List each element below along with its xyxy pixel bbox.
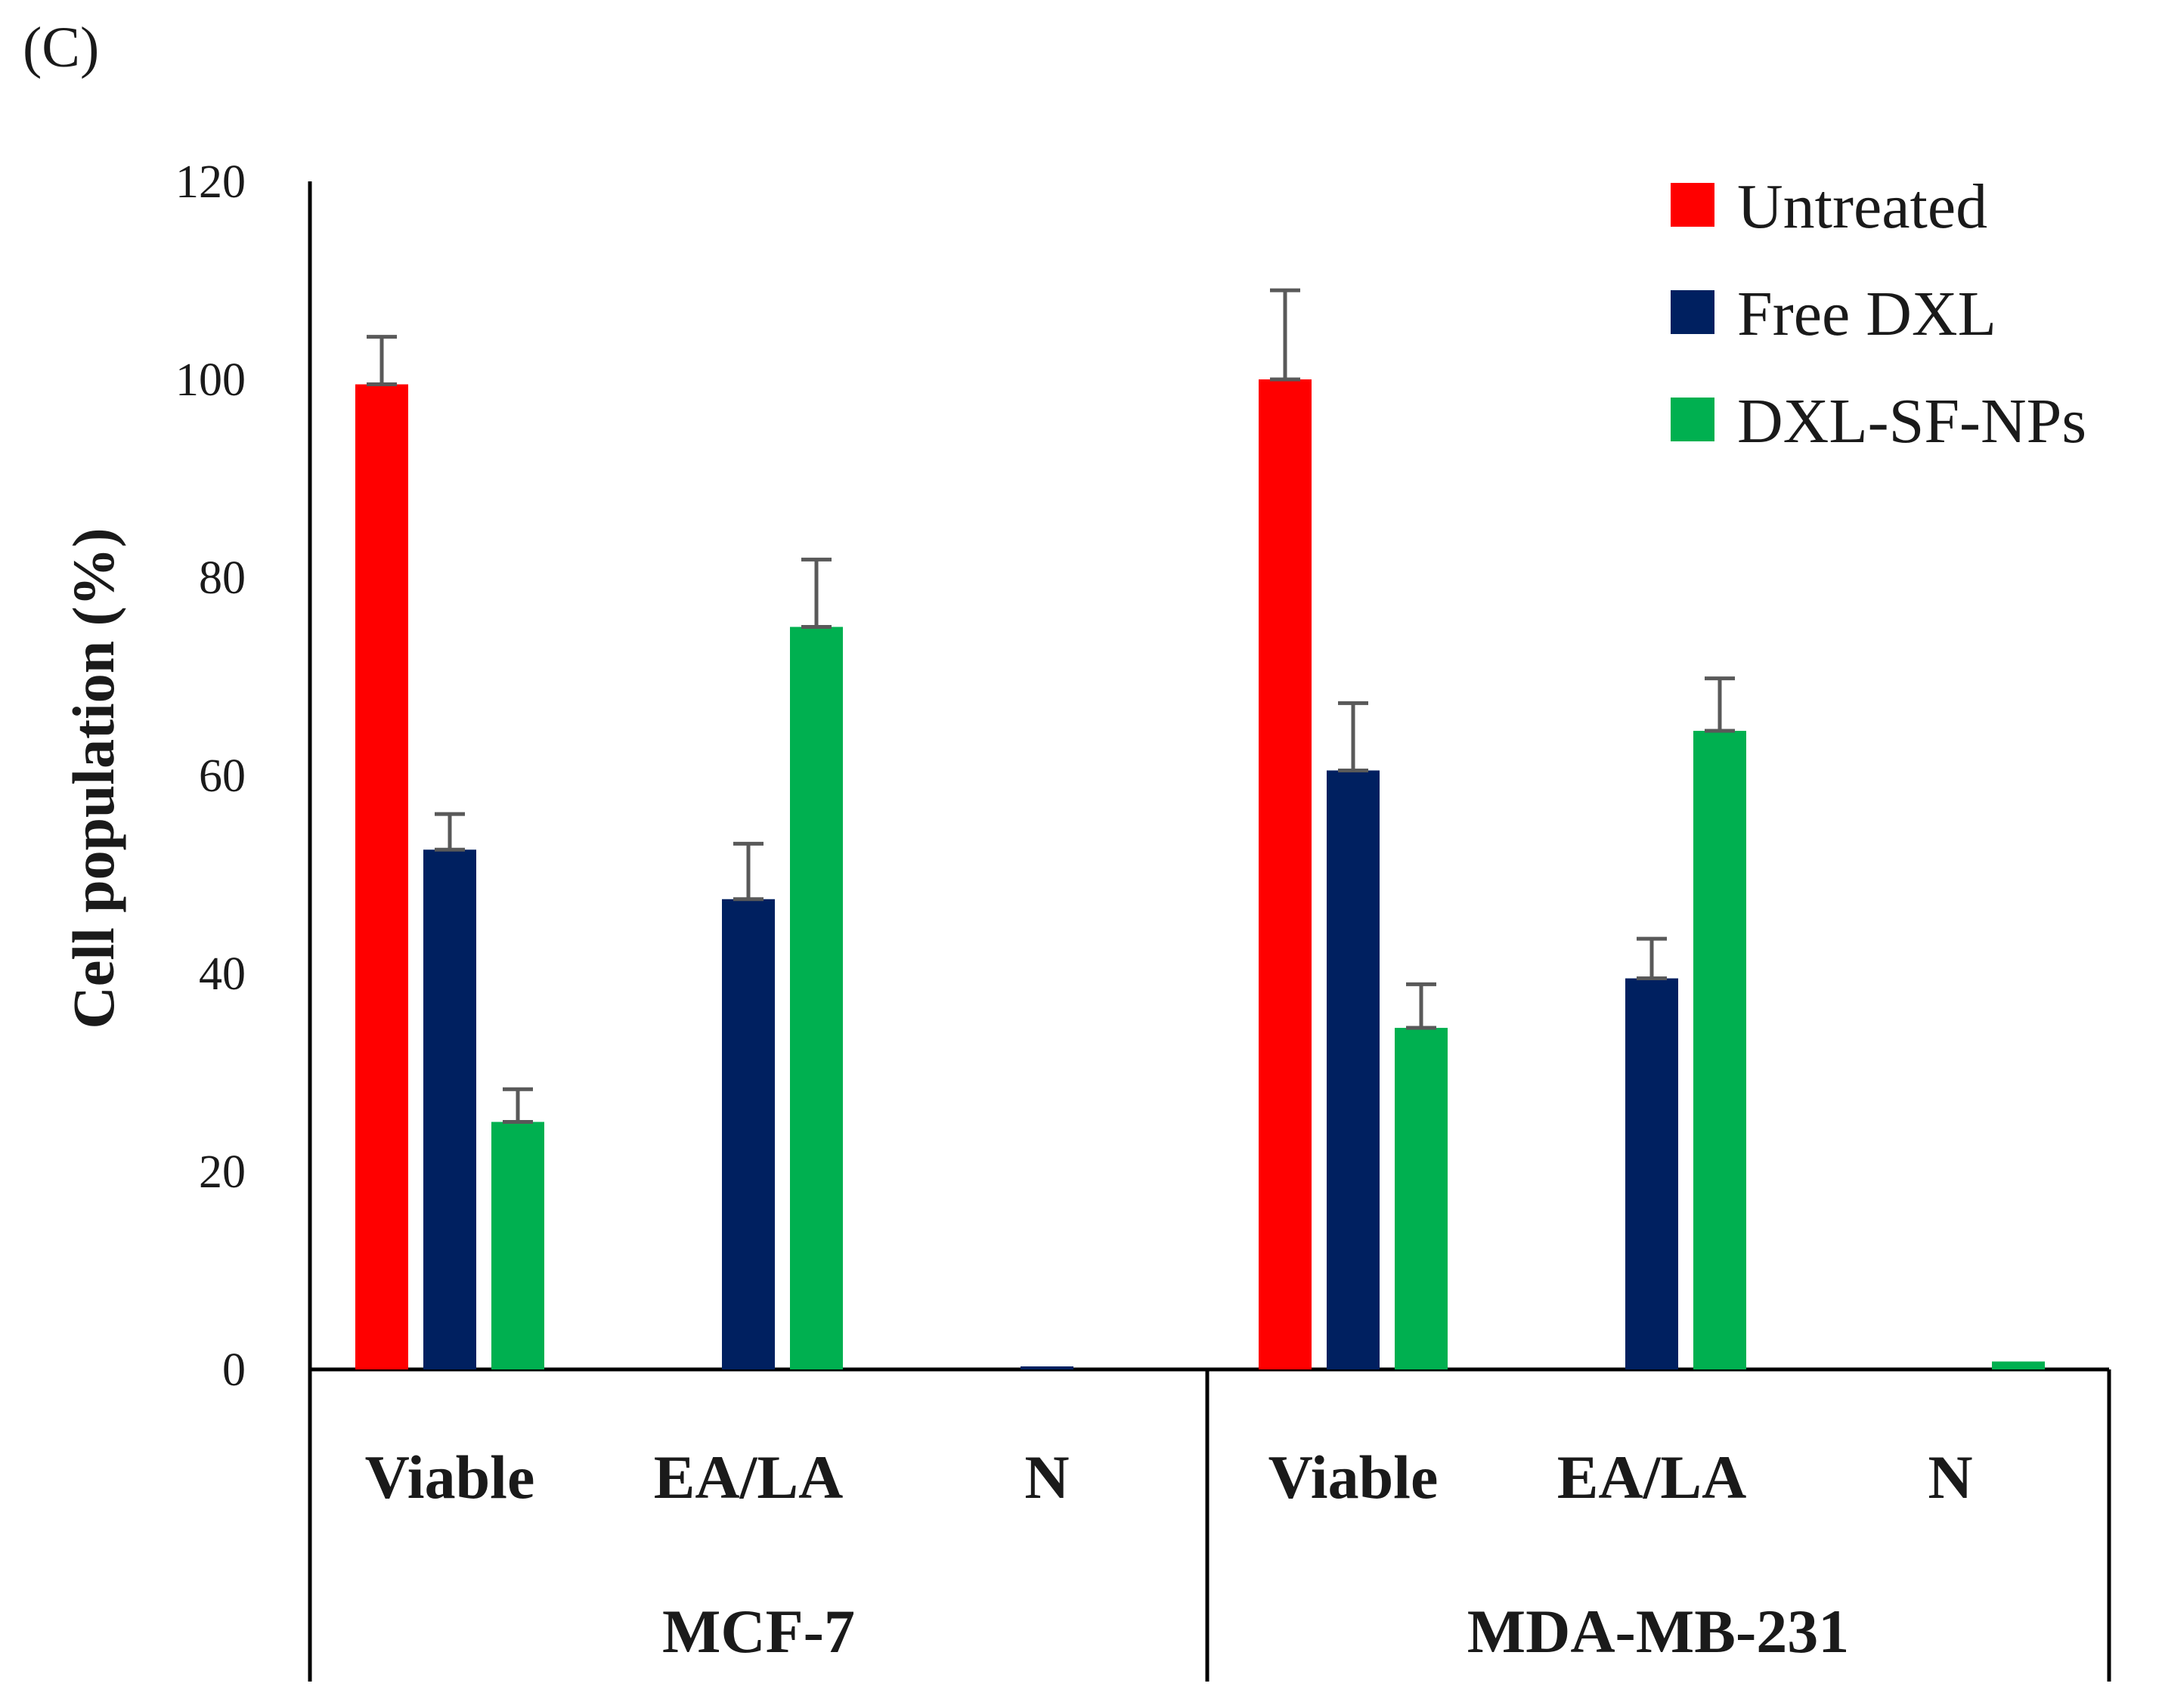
legend-label: Untreated <box>1737 172 1987 242</box>
bar <box>491 1122 544 1369</box>
legend: Untreated Free DXL DXL-SF-NPs <box>1671 172 2086 456</box>
category-label: EA/LA <box>1557 1443 1747 1512</box>
panel-label: (C) <box>23 16 99 79</box>
legend-swatch <box>1671 398 1714 441</box>
category-label: N <box>1024 1443 1069 1512</box>
bar <box>423 849 476 1369</box>
group-label: MCF-7 <box>662 1597 855 1666</box>
y-axis-title: Cell population (%) <box>60 528 126 1029</box>
y-tick-label: 40 <box>199 948 246 1000</box>
bar <box>1259 379 1312 1369</box>
y-tick-label: 60 <box>199 750 246 802</box>
error-bars <box>367 288 1735 1124</box>
y-tick-label: 100 <box>175 354 246 406</box>
y-tick-labels: 0 20 40 60 80 100 120 <box>175 156 246 1396</box>
legend-swatch <box>1671 290 1714 334</box>
bar <box>1693 731 1746 1369</box>
category-label: N <box>1928 1443 1972 1512</box>
y-tick-label: 120 <box>175 156 246 208</box>
y-tick-label: 0 <box>222 1344 246 1396</box>
legend-swatch <box>1671 183 1714 227</box>
group-label: MDA-MB-231 <box>1467 1597 1850 1666</box>
bar <box>790 627 843 1369</box>
y-tick-label: 80 <box>199 552 246 604</box>
axes <box>308 181 2111 1682</box>
category-label: Viable <box>365 1443 535 1512</box>
bar <box>1395 1028 1448 1369</box>
bar <box>722 899 775 1369</box>
bar <box>1992 1361 2045 1369</box>
bar <box>1625 978 1678 1369</box>
bar <box>1327 770 1380 1369</box>
y-tick-label: 20 <box>199 1146 246 1198</box>
bar <box>1021 1366 1073 1369</box>
category-label: EA/LA <box>654 1443 844 1512</box>
legend-label: Free DXL <box>1737 279 1996 349</box>
bar <box>355 384 408 1369</box>
category-label: Viable <box>1268 1443 1439 1512</box>
legend-label: DXL-SF-NPs <box>1737 386 2086 456</box>
category-labels: Viable EA/LA N Viable EA/LA N MCF-7 MDA-MB-231 <box>365 1443 1973 1666</box>
bars <box>355 379 2045 1369</box>
